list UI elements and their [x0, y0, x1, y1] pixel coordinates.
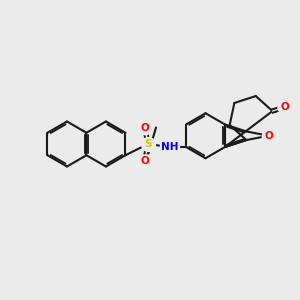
Text: O: O [141, 155, 149, 166]
Text: O: O [141, 122, 149, 133]
Text: O: O [280, 102, 289, 112]
Text: O: O [264, 131, 273, 141]
Text: S: S [144, 139, 152, 149]
Text: NH: NH [161, 142, 178, 152]
Text: O: O [280, 102, 289, 112]
